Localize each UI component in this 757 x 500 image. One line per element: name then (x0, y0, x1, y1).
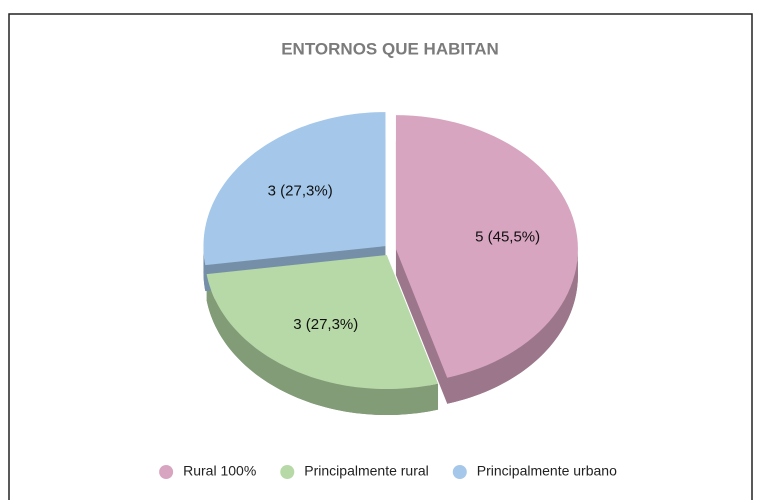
slice (206, 255, 439, 390)
data-label: 5 (45,5%) (475, 228, 540, 245)
slice-side (203, 246, 206, 292)
legend-swatch (280, 465, 295, 479)
slice (395, 115, 578, 378)
legend-swatch (159, 465, 174, 479)
legend-label: Principalmente urbano (477, 463, 617, 479)
slice (203, 112, 386, 266)
slice-side (206, 274, 439, 416)
data-label: 3 (27,3%) (293, 316, 358, 333)
chart-title: ENTORNOS QUE HABITAN (281, 39, 499, 58)
frame (8, 13, 753, 500)
slice-side (447, 249, 578, 404)
legend-swatch (452, 465, 467, 479)
legend-label: Principalmente rural (304, 463, 429, 479)
data-label: 3 (27,3%) (268, 183, 333, 200)
legend-label: Rural 100% (183, 463, 256, 479)
